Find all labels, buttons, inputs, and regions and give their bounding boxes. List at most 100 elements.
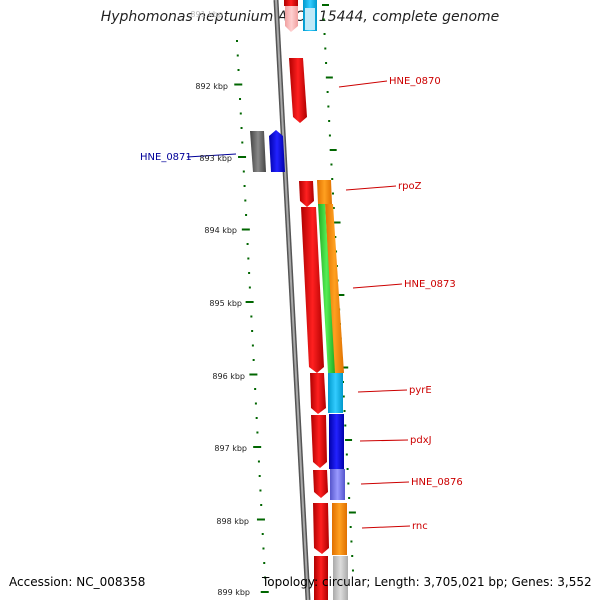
ruler-label: 892 kbp <box>195 82 228 91</box>
ruler-tick <box>238 156 247 158</box>
leader-pdxj <box>359 439 409 442</box>
ruler-tick <box>248 286 251 289</box>
ruler-tick <box>322 18 325 21</box>
gene-label-hne-0871[interactable]: HNE_0871 <box>140 152 192 163</box>
map-title: Hyphomonas neptunium ATCC 15444, complet… <box>100 9 500 25</box>
ruler-tick <box>255 417 258 419</box>
ruler-tick <box>345 439 353 441</box>
feature-hne-0873-red <box>301 207 324 373</box>
ruler-tick <box>351 569 354 572</box>
leader-hne-0873 <box>352 283 403 289</box>
leader-hne-0870 <box>338 80 388 88</box>
ruler-tick <box>256 431 259 434</box>
ruler-tick <box>245 301 254 303</box>
ruler-tick <box>350 540 353 543</box>
feature-rpoz-orange <box>317 180 332 204</box>
feature-pdxj-blue <box>329 414 344 469</box>
gene-label-hne-0870[interactable]: HNE_0870 <box>389 76 441 87</box>
gene-label-pdxj[interactable]: pdxJ <box>410 435 432 446</box>
ruler-label: 893 kbp <box>199 154 232 163</box>
ruler-tick <box>331 178 334 180</box>
ruler-tick <box>345 453 348 456</box>
ruler-tick <box>251 330 254 332</box>
feature-bottom-gray <box>333 556 348 600</box>
ruler-tick <box>239 112 242 115</box>
ruler-tick <box>347 482 350 485</box>
feature-bottom-red <box>314 556 328 600</box>
gene-label-hne-0873[interactable]: HNE_0873 <box>404 279 456 290</box>
leader-hne-0871 <box>186 153 237 158</box>
ruler-tick <box>239 98 242 100</box>
ruler-tick <box>248 272 251 274</box>
ruler-tick <box>260 591 269 593</box>
genome-backbone-highlight <box>275 0 309 600</box>
ruler-tick <box>254 402 257 405</box>
feature-top-light <box>305 8 315 30</box>
ruler-tick <box>261 533 264 535</box>
ruler-tick <box>341 366 349 369</box>
feature-hne-0871-gray <box>250 131 266 172</box>
feature-top-pink <box>285 6 298 32</box>
leader-pyre <box>357 389 408 393</box>
ruler-tick <box>348 497 351 499</box>
ruler-tick <box>252 359 255 361</box>
gene-label-pyre[interactable]: pyrE <box>409 385 432 396</box>
ruler-tick <box>344 424 347 427</box>
ruler-tick <box>328 134 331 137</box>
ruler-tick <box>246 243 249 245</box>
ruler-label: 899 kbp <box>217 588 250 597</box>
feature-rpoz-red <box>299 181 314 207</box>
ruler-tick <box>343 410 346 412</box>
ruler-tick <box>245 214 248 216</box>
feature-pdxj-red <box>311 415 327 468</box>
ruler-tick <box>241 141 244 144</box>
gene-label-hne-0876[interactable]: HNE_0876 <box>411 477 463 488</box>
ruler-tick <box>236 54 239 57</box>
ruler-tick <box>342 395 345 398</box>
ruler-tick <box>244 199 247 202</box>
ruler-tick <box>251 344 254 347</box>
ruler-tick <box>324 47 327 50</box>
ruler-label-faded: 891 kbp <box>190 10 223 19</box>
ruler-label: 894 kbp <box>204 226 237 235</box>
ruler-tick <box>243 185 246 187</box>
ruler-tick <box>333 221 341 224</box>
ruler-tick <box>253 446 262 448</box>
gene-label-rnc[interactable]: rnc <box>412 521 428 532</box>
summary-text: Topology: circular; Length: 3,705,021 bp… <box>262 575 592 589</box>
ruler-tick <box>325 62 328 64</box>
ruler-tick <box>256 518 265 521</box>
leader-hne-0876 <box>360 481 410 485</box>
ruler-tick <box>249 373 258 376</box>
feature-hne-0870 <box>289 58 307 123</box>
ruler-label: 896 kbp <box>212 372 245 381</box>
leader-rpoz <box>345 185 397 191</box>
feature-green-long <box>318 204 335 373</box>
ruler-tick <box>236 40 238 42</box>
ruler-tick <box>331 192 334 195</box>
ruler-tick <box>346 468 349 470</box>
feature-hne-0876-red <box>313 470 328 498</box>
ruler-tick <box>257 460 260 463</box>
feature-hne-0876-purple <box>330 469 345 500</box>
ruler-label: 897 kbp <box>214 444 247 453</box>
ruler-tick <box>263 576 266 579</box>
ruler-tick <box>240 127 243 129</box>
ruler-tick <box>262 547 265 550</box>
leader-rnc <box>361 525 411 529</box>
ruler-tick <box>241 228 250 231</box>
gene-label-rpoz[interactable]: rpoZ <box>398 181 422 192</box>
ruler-label: 898 kbp <box>216 517 249 526</box>
ruler-tick <box>237 69 240 71</box>
ruler-tick <box>247 257 250 260</box>
feature-top-red <box>284 0 298 6</box>
ruler-tick <box>234 83 243 86</box>
ruler-tick <box>322 4 329 6</box>
ruler-tick <box>337 294 345 296</box>
ruler-tick <box>326 91 329 93</box>
ruler-tick <box>328 120 331 122</box>
ruler-tick <box>254 388 257 390</box>
ruler-tick <box>260 504 263 506</box>
ruler-tick <box>348 511 356 514</box>
